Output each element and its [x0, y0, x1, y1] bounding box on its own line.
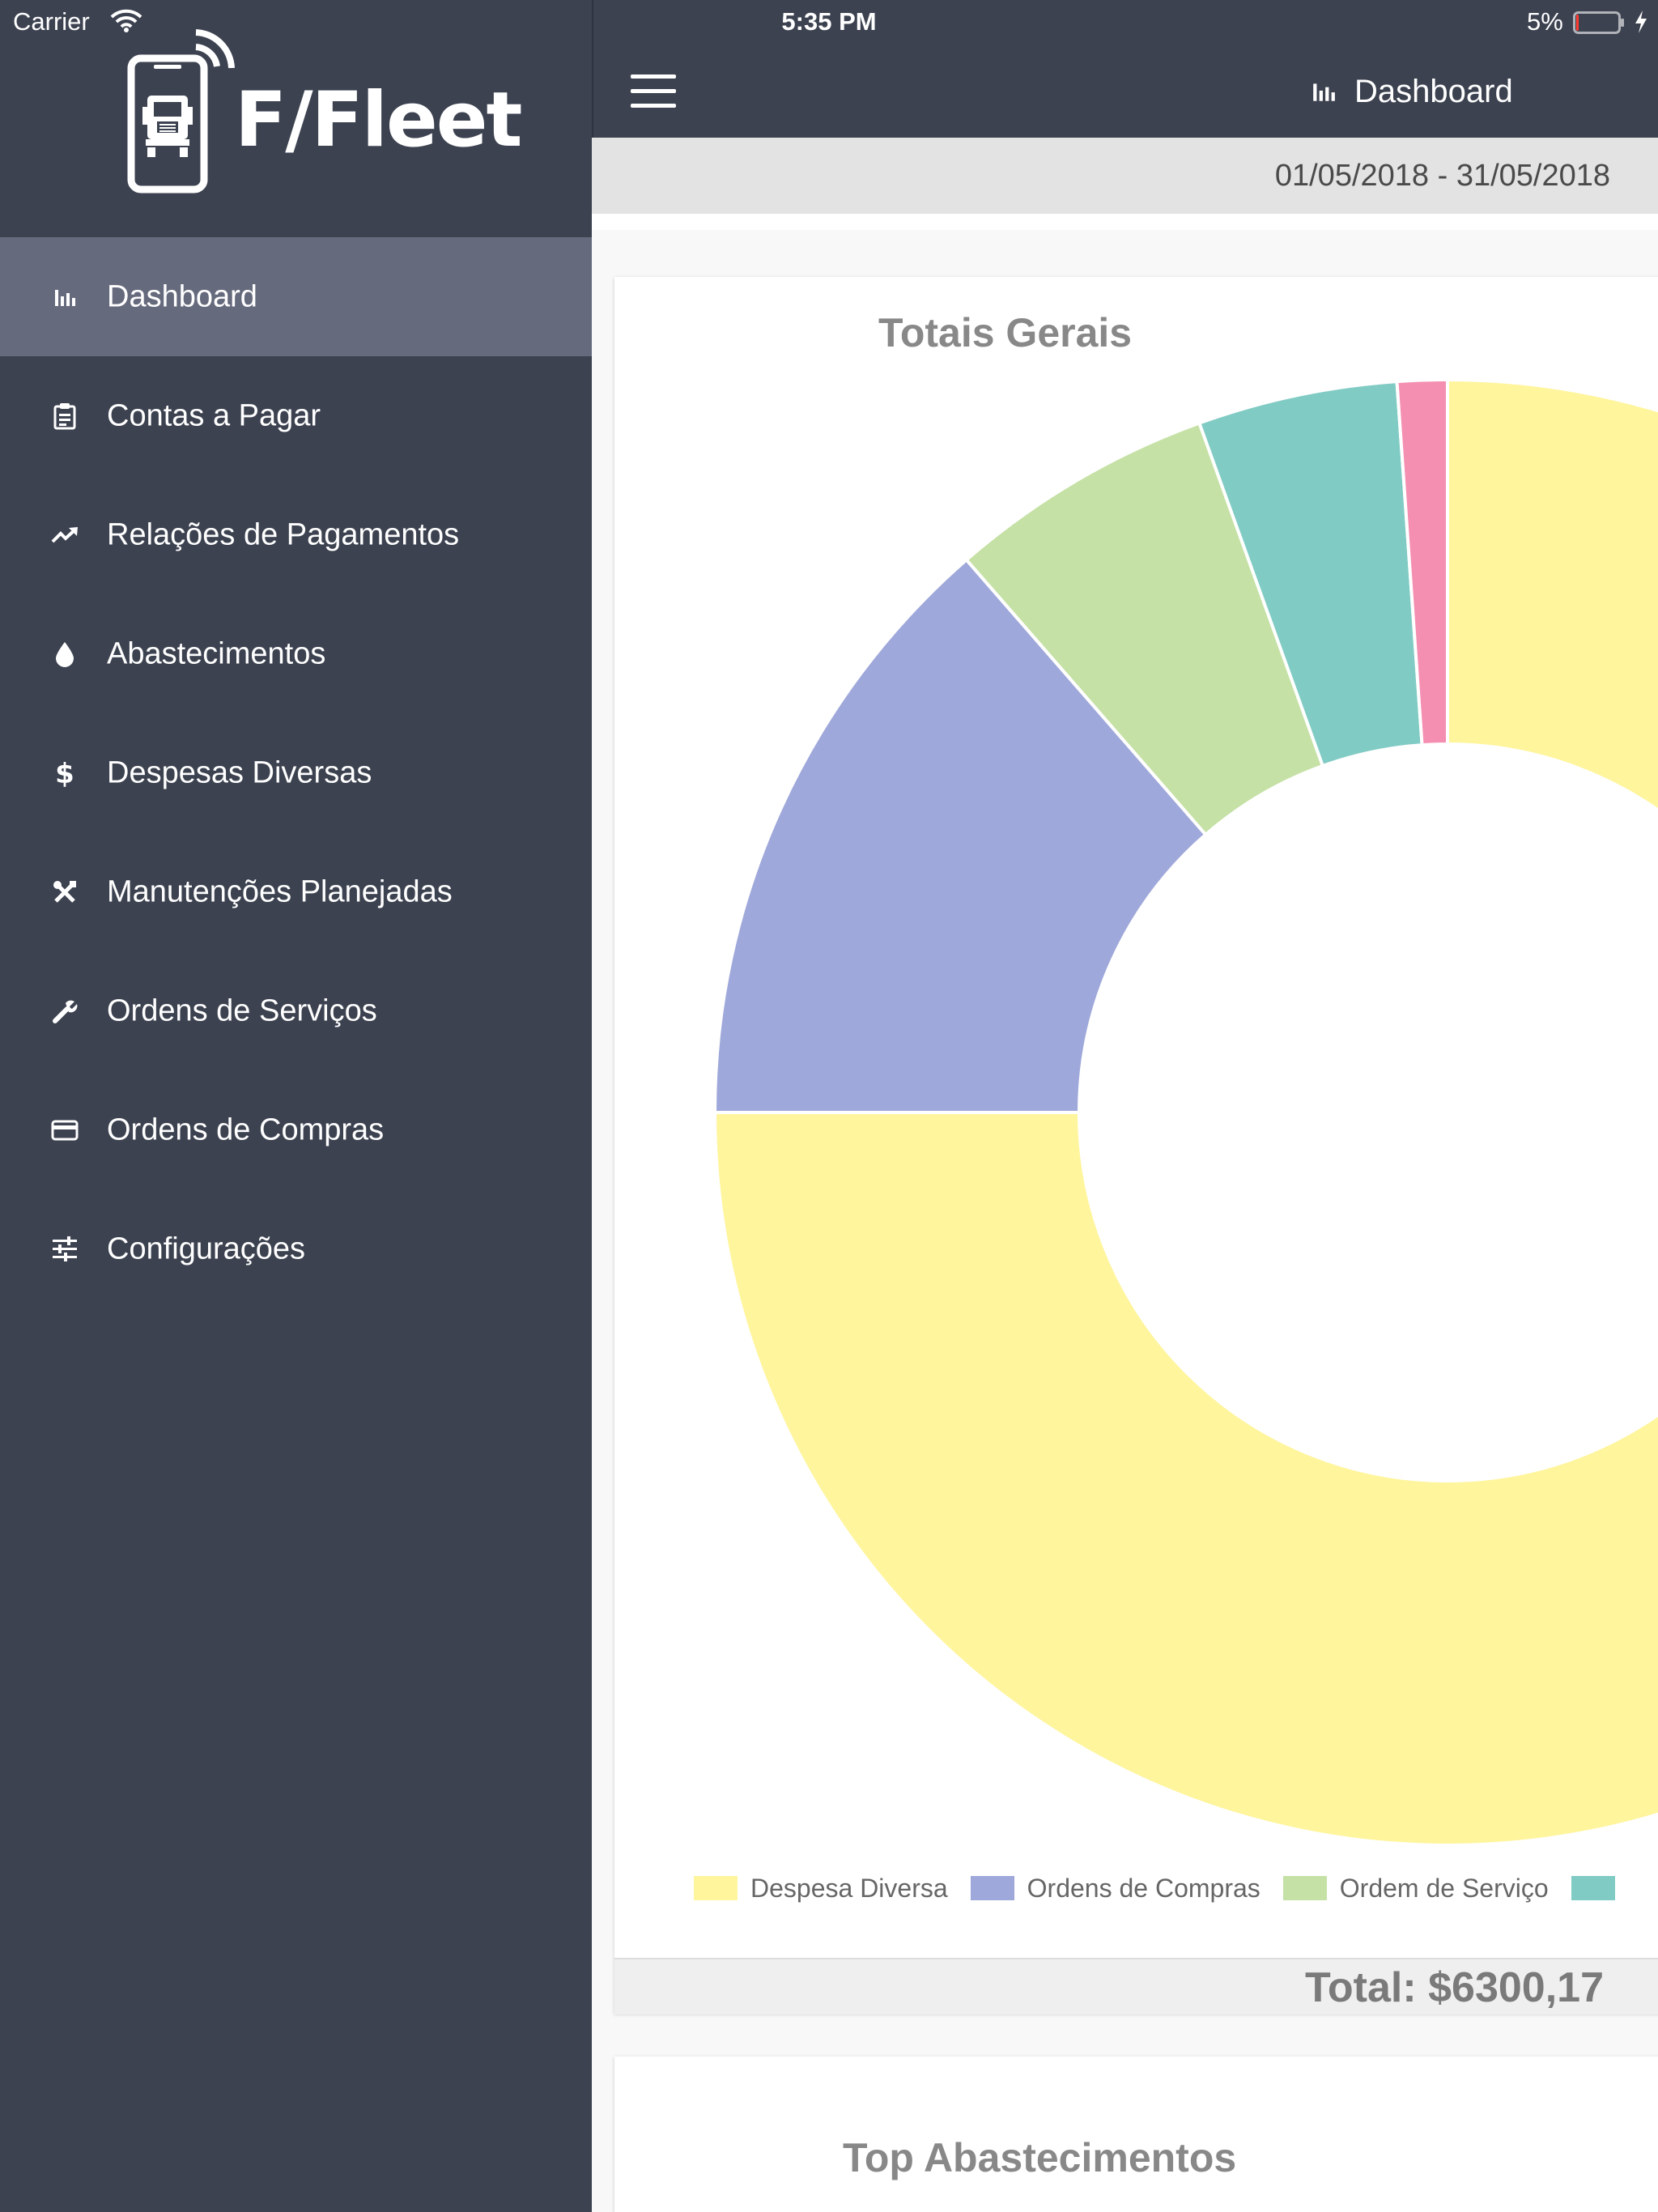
sidebar: F/Fleet Dashboard Contas a Pagar Relaçõe… [0, 0, 592, 2212]
sidebar-item-label: Abastecimentos [107, 636, 326, 670]
total-amount: Total: $6300,17 [1304, 1964, 1604, 2011]
battery-percent: 5% [1527, 7, 1563, 36]
page-title: Dashboard [1354, 73, 1513, 109]
total-bar: Total: $6300,17 [614, 1958, 1658, 2014]
phone-truck-logo-icon [127, 29, 235, 194]
chart-legend: Despesa Diversa Ordens de Compras Ordem de… [694, 1870, 1651, 1906]
legend-swatch [970, 1876, 1014, 1900]
top-abastecimentos-card: Top Abastecimentos [614, 2057, 1658, 2212]
sidebar-item-label: Dashboard [107, 279, 257, 313]
sidebar-item-ordens-de-compras[interactable]: Ordens de Compras [0, 1070, 592, 1189]
legend-label: Ordem de Serviço [1339, 1873, 1549, 1903]
content-divider [592, 214, 1658, 230]
sidebar-item-despesas-diversas[interactable]: $ Despesas Diversas [0, 713, 592, 832]
legend-item[interactable] [1571, 1876, 1628, 1900]
sidebar-item-label: Manutenções Planejadas [107, 874, 453, 908]
logo-text: F/Fleet [235, 76, 522, 164]
sidebar-item-contas-a-pagar[interactable]: Contas a Pagar [0, 356, 592, 475]
doughnut-slice[interactable] [1395, 377, 1449, 747]
svg-text:$: $ [55, 758, 74, 789]
legend-swatch [694, 1876, 738, 1900]
battery-icon [1573, 11, 1624, 34]
totals-card-title: Totais Gerais [878, 310, 1133, 355]
hamburger-icon[interactable] [631, 74, 676, 108]
doughnut-slice[interactable] [712, 377, 1658, 1847]
sliders-icon [50, 1235, 79, 1264]
legend-label: Ordens de Compras [1027, 1873, 1261, 1903]
sidebar-item-ordens-de-servicos[interactable]: Ordens de Serviços [0, 951, 592, 1070]
sidebar-item-relacoes-de-pagamentos[interactable]: Relações de Pagamentos [0, 475, 592, 594]
credit-card-icon [50, 1116, 79, 1145]
status-bar: Carrier 5:35 PM 5% [0, 0, 1658, 45]
legend-item[interactable]: Ordens de Compras [970, 1873, 1261, 1904]
sidebar-item-manutencoes-planejadas[interactable]: Manutenções Planejadas [0, 832, 592, 951]
doughnut-slice[interactable] [712, 557, 1209, 1114]
legend-swatch [1571, 1876, 1615, 1900]
wifi-icon [110, 9, 142, 32]
sidebar-item-label: Configurações [107, 1231, 306, 1266]
app-logo: F/Fleet [121, 29, 522, 199]
totals-card: Totais Gerais [614, 277, 1658, 2014]
page-title-group: Dashboard [1311, 71, 1513, 112]
sidebar-item-label: Contas a Pagar [107, 398, 321, 432]
sidebar-item-label: Despesas Diversas [107, 755, 372, 789]
sidebar-item-dashboard[interactable]: Dashboard [0, 237, 592, 356]
charging-bolt-icon [1635, 11, 1647, 33]
trending-up-icon [50, 521, 79, 550]
top-abastecimentos-title: Top Abastecimentos [843, 2135, 1237, 2180]
doughnut-chart [712, 377, 1658, 1847]
clipboard-icon [50, 402, 79, 431]
bar-chart-icon [50, 283, 79, 312]
date-range-bar[interactable]: 01/05/2018 - 31/05/2018 [592, 138, 1658, 214]
dollar-icon: $ [50, 758, 79, 789]
sidebar-item-configuracoes[interactable]: Configurações [0, 1189, 592, 1308]
clock-time: 5:35 PM [781, 7, 877, 36]
sidebar-item-label: Ordens de Serviços [107, 993, 377, 1027]
main-content: Dashboard 01/05/2018 - 31/05/2018 Totais… [592, 0, 1658, 2212]
sidebar-item-label: Ordens de Compras [107, 1112, 385, 1146]
sidebar-item-label: Relações de Pagamentos [107, 517, 460, 551]
tools-icon [50, 878, 79, 907]
legend-item[interactable]: Ordem de Serviço [1282, 1873, 1549, 1904]
drop-icon [50, 640, 79, 669]
top-navbar: Dashboard [592, 0, 1658, 138]
sidebar-item-abastecimentos[interactable]: Abastecimentos [0, 594, 592, 713]
sidebar-menu: Dashboard Contas a Pagar Relações de Pag… [0, 237, 592, 1308]
date-range-text[interactable]: 01/05/2018 - 31/05/2018 [1274, 159, 1610, 193]
legend-label: Despesa Diversa [750, 1873, 948, 1903]
bar-chart-icon [1313, 83, 1335, 101]
wrench-icon [50, 997, 79, 1026]
legend-swatch [1282, 1876, 1327, 1900]
carrier-label: Carrier [13, 7, 90, 36]
legend-item[interactable]: Despesa Diversa [694, 1874, 948, 1904]
